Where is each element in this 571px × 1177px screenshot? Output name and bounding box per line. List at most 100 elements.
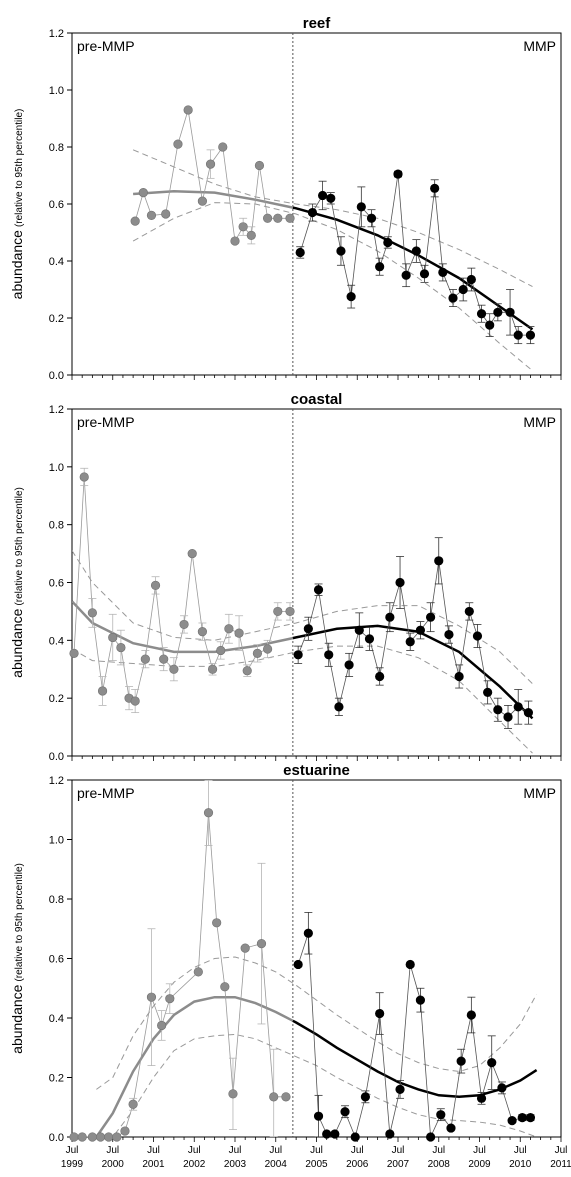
data-point <box>205 159 216 169</box>
data-point <box>507 1116 517 1126</box>
y-tick-label: 1.2 <box>49 775 64 787</box>
data-point <box>303 928 313 938</box>
data-point <box>419 269 430 279</box>
data-point <box>246 230 256 240</box>
data-point <box>120 1126 130 1136</box>
x-tick-month: Jul <box>392 1145 405 1156</box>
data-point <box>183 105 193 115</box>
data-point <box>385 1129 395 1139</box>
data-point <box>263 644 273 654</box>
y-axis-label: abundance (relative to 95th percentile) <box>9 487 25 678</box>
data-point <box>483 687 493 697</box>
y-tick-label: 1.2 <box>49 404 64 416</box>
data-point <box>393 169 403 179</box>
y-axis-label-sub: (relative to 95th percentile) <box>14 487 25 605</box>
data-point <box>240 943 250 953</box>
data-point <box>375 1008 385 1019</box>
data-point <box>307 207 318 218</box>
data-point <box>254 160 265 171</box>
data-point <box>130 696 140 706</box>
data-point <box>252 648 263 658</box>
data-point <box>69 1132 79 1142</box>
y-tick-label: 0.2 <box>49 313 64 325</box>
data-point <box>375 262 385 272</box>
data-point <box>385 612 395 622</box>
data-point <box>322 1129 332 1139</box>
data-point <box>415 995 426 1005</box>
y-tick-label: 0.6 <box>49 199 64 211</box>
data-point <box>285 213 295 223</box>
data-point <box>415 625 426 635</box>
data-point <box>383 237 393 248</box>
data-point <box>448 293 458 303</box>
data-point <box>220 982 230 992</box>
data-point <box>263 213 273 223</box>
data-point <box>187 548 197 559</box>
data-point <box>87 608 97 618</box>
x-tick-month: Jul <box>555 1145 568 1156</box>
data-point <box>472 631 483 641</box>
data-point <box>503 712 513 722</box>
trend-line-mmp <box>292 1019 538 1099</box>
data-point <box>444 629 454 640</box>
data-point <box>281 1092 291 1102</box>
data-point <box>212 918 222 928</box>
trend-line-pre <box>133 189 294 209</box>
x-tick-month: Jul <box>66 1145 79 1156</box>
data-point <box>487 1058 497 1068</box>
data-point <box>234 628 244 638</box>
data-point <box>513 330 523 340</box>
y-axis-label: abundance (relative to 95th percentile) <box>9 863 25 1054</box>
data-point <box>87 1132 97 1142</box>
data-point <box>108 632 118 643</box>
pre-mmp-label: pre-MMP <box>77 38 135 54</box>
data-point <box>340 1107 350 1117</box>
y-tick-label: 0.0 <box>49 751 64 763</box>
y-tick-label: 0.6 <box>49 578 64 590</box>
data-point <box>505 307 515 317</box>
data-point <box>313 585 324 595</box>
data-point <box>173 139 183 149</box>
data-point <box>525 330 536 340</box>
confidence-lower <box>132 202 533 372</box>
y-axis-label-main: abundance <box>9 984 25 1054</box>
y-axis-label-sub: (relative to 95th percentile) <box>14 109 25 227</box>
y-tick-label: 1.0 <box>49 462 64 474</box>
data-point <box>411 246 421 256</box>
data-point <box>430 183 440 193</box>
data-point <box>203 808 214 818</box>
trend-line-pre <box>95 995 294 1137</box>
x-tick-year: 2006 <box>346 1159 369 1170</box>
data-point <box>375 671 385 682</box>
data-point <box>318 190 328 201</box>
x-tick-month: Jul <box>147 1145 160 1156</box>
plot-area <box>132 109 535 372</box>
data-point <box>513 702 523 712</box>
x-tick-month: Jul <box>269 1145 282 1156</box>
plot-area <box>72 467 534 754</box>
data-point <box>269 1092 279 1102</box>
data-point <box>313 1111 324 1121</box>
x-tick-year: 2001 <box>142 1159 165 1170</box>
plot-area <box>74 780 538 1137</box>
y-tick-label: 0.2 <box>49 693 64 705</box>
data-point <box>218 142 228 152</box>
x-tick-year: 2008 <box>428 1159 451 1170</box>
data-point <box>116 642 126 653</box>
data-point <box>334 702 344 712</box>
data-point <box>242 666 252 676</box>
data-point <box>77 1132 87 1142</box>
panel-coastal: coastal pre-MMP MMP 0.0 0.2 0.4 0.6 0.8 1.0 1.2 ab… <box>9 391 562 763</box>
data-point <box>354 625 364 635</box>
data-point <box>438 267 448 278</box>
data-point <box>405 637 415 647</box>
data-point <box>216 645 226 656</box>
x-tick-year: 2002 <box>183 1159 206 1170</box>
data-point <box>207 664 218 674</box>
data-point <box>146 992 157 1002</box>
x-tick-year: 2003 <box>224 1159 247 1170</box>
data-point <box>157 1020 167 1031</box>
y-axis-label: abundance (relative to 95th percentile) <box>9 109 25 300</box>
y-tick-label: 0.4 <box>49 635 64 647</box>
